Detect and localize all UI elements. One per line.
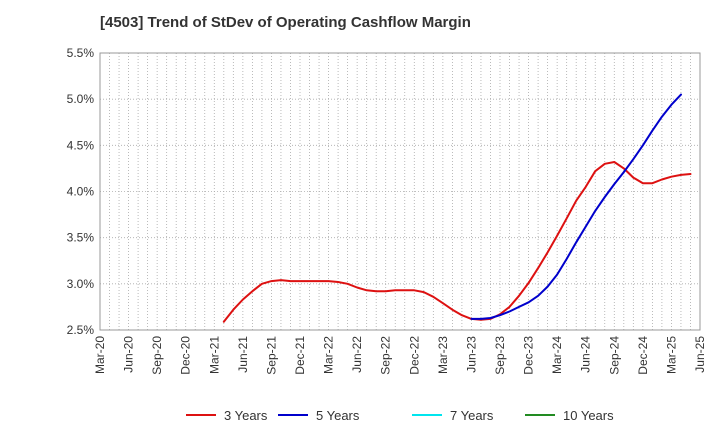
- x-tick-label: Mar-22: [322, 336, 336, 374]
- x-tick-label: Mar-24: [550, 336, 564, 374]
- x-tick-label: Jun-22: [350, 336, 364, 373]
- x-tick-label: Jun-25: [693, 336, 707, 373]
- y-tick-label: 3.5%: [67, 231, 95, 245]
- x-tick-label: Dec-21: [293, 336, 307, 375]
- legend-label-3-years: 3 Years: [224, 408, 268, 423]
- plot-frame: [99, 52, 701, 331]
- x-tick-label: Mar-23: [436, 336, 450, 374]
- legend-label-7-years: 7 Years: [450, 408, 494, 423]
- x-tick-label: Mar-20: [93, 336, 107, 374]
- y-tick-label: 5.5%: [67, 46, 95, 60]
- series-layer: [222, 93, 692, 323]
- x-tick-label: Jun-23: [464, 336, 478, 373]
- legend-label-5-years: 5 Years: [316, 408, 360, 423]
- x-tick-label: Sep-24: [607, 336, 621, 375]
- x-tick-label: Sep-22: [379, 336, 393, 375]
- chart-title: [4503] Trend of StDev of Operating Cashf…: [100, 14, 471, 31]
- y-tick-label: 4.5%: [67, 138, 95, 152]
- legend-label-10-years: 10 Years: [563, 408, 614, 423]
- y-axis-ticks: 2.5% 3.0% 3.5% 4.0% 4.5% 5.0% 5.5%: [67, 46, 95, 337]
- x-tick-label: Dec-20: [179, 336, 193, 375]
- x-tick-label: Dec-22: [407, 336, 421, 375]
- x-tick-label: Jun-20: [122, 336, 136, 373]
- x-axis-ticks: Mar-20 Jun-20 Sep-20 Dec-20 Mar-21 Jun-21 Sep-…: [93, 336, 707, 375]
- y-tick-label: 4.0%: [67, 185, 95, 199]
- x-tick-label: Sep-20: [150, 336, 164, 375]
- y-tick-label: 3.0%: [67, 277, 95, 291]
- series-line-3-years: [222, 161, 692, 323]
- legend: 3 Years 5 Years 7 Years 10 Years: [186, 408, 614, 423]
- series-line-5-years: [470, 93, 682, 320]
- x-tick-label: Sep-23: [493, 336, 507, 375]
- x-tick-label: Jun-24: [579, 336, 593, 373]
- x-tick-label: Mar-21: [207, 336, 221, 374]
- y-tick-label: 5.0%: [67, 92, 95, 106]
- x-tick-label: Dec-23: [522, 336, 536, 375]
- y-tick-label: 2.5%: [67, 323, 95, 337]
- x-tick-label: Dec-24: [636, 336, 650, 375]
- x-tick-label: Mar-25: [664, 336, 678, 374]
- x-tick-label: Sep-21: [264, 336, 278, 375]
- x-tick-label: Jun-21: [236, 336, 250, 373]
